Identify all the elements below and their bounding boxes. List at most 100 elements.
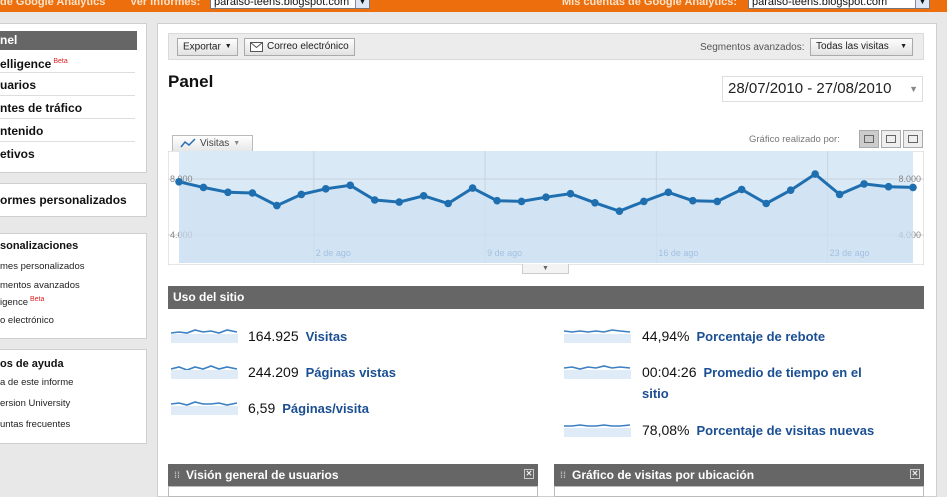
line-chart-icon — [180, 138, 196, 148]
data-point — [786, 186, 795, 194]
data-point — [395, 198, 403, 206]
help-heading: os de ayuda — [0, 358, 64, 370]
widget-title: Gráfico de visitas por ubicación — [572, 468, 755, 482]
drag-handle-icon[interactable]: ⁞⁞ — [560, 470, 566, 480]
help-panel — [0, 349, 147, 444]
close-icon[interactable]: ✕ — [910, 469, 920, 479]
stat-link[interactable]: sitio — [642, 386, 669, 401]
help-item-faq[interactable]: untas frecuentes — [0, 419, 71, 430]
beta-badge: Beta — [30, 296, 45, 303]
data-point — [444, 199, 452, 208]
chevron-down-icon: ▼ — [909, 84, 918, 94]
date-range-picker[interactable]: 28/07/2010 - 27/08/2010 ▼ — [722, 76, 923, 102]
close-icon[interactable]: ✕ — [524, 469, 534, 479]
stat-value: 164.925 — [248, 328, 299, 344]
calendar-week-icon — [886, 135, 896, 143]
nav-item-objetivos[interactable]: etivos — [0, 147, 35, 161]
sparkline — [564, 365, 631, 379]
sparkline — [564, 424, 631, 437]
nav-item-intelligence[interactable]: elligence Beta — [0, 51, 135, 73]
graph-by-label: Gráfico realizado por: — [749, 134, 840, 145]
graph-day-button[interactable] — [859, 130, 879, 148]
stat-value: 78,08% — [642, 422, 690, 438]
export-button[interactable]: Exportar ▼ — [177, 38, 238, 56]
stat-visits: 164.925 Visitas — [248, 328, 347, 344]
my-accounts-value: paraiso-teens.blogspot.com — [752, 0, 888, 8]
segments-label: Segmentos avanzados: — [700, 42, 805, 53]
data-point — [689, 196, 697, 205]
data-point — [664, 188, 673, 197]
personalizations-heading: sonalizaciones — [0, 240, 79, 252]
calendar-month-icon — [908, 135, 918, 143]
help-item-about-report[interactable]: a de este informe — [0, 377, 74, 388]
data-point — [493, 196, 501, 205]
data-point — [566, 189, 575, 198]
visits-line-chart: 8.0008.0004.0004.0002 de ago9 de ago16 d… — [168, 151, 924, 265]
segments-select[interactable]: Todas las visitas ▼ — [810, 38, 913, 56]
data-point — [297, 190, 306, 199]
chevron-down-icon: ▼ — [900, 43, 907, 50]
users-overview-body — [168, 486, 538, 497]
chevron-down-icon: ▼ — [355, 0, 369, 8]
stat-link[interactable]: Páginas vistas — [305, 365, 396, 380]
email-label: Correo electrónico — [267, 41, 349, 52]
personal-item-email[interactable]: o electrónico — [0, 315, 54, 326]
data-point — [322, 185, 330, 193]
envelope-icon — [250, 42, 263, 52]
personal-item-advanced-segments[interactable]: mentos avanzados — [0, 280, 80, 291]
data-point — [273, 201, 281, 210]
view-reports-label: Ver informes: — [130, 0, 201, 8]
data-point — [248, 189, 257, 197]
users-overview-header[interactable]: ⁞⁞ Visión general de usuarios ✕ — [168, 464, 538, 486]
data-point — [517, 197, 526, 206]
stat-new-visits: 78,08% Porcentaje de visitas nuevas — [642, 422, 874, 438]
email-button[interactable]: Correo electrónico — [244, 38, 355, 56]
data-point — [884, 182, 893, 191]
chevron-down-icon: ▼ — [233, 140, 241, 147]
data-point — [468, 184, 477, 192]
stat-link[interactable]: Promedio de tiempo en el — [703, 365, 862, 380]
my-accounts-select[interactable]: paraiso-teens.blogspot.com ▼ — [748, 0, 930, 9]
data-point — [591, 199, 599, 207]
calendar-day-icon — [864, 135, 874, 143]
sparkline — [564, 329, 631, 343]
nav-item-usuarios[interactable]: uarios — [0, 74, 135, 96]
nav-item-contenido[interactable]: ntenido — [0, 120, 135, 142]
nav-item-fuentes-trafico[interactable]: ntes de tráfico — [0, 97, 135, 119]
stat-bounce-rate: 44,94% Porcentaje de rebote — [642, 328, 825, 344]
help-item-university[interactable]: ersion University — [0, 398, 71, 409]
nav-item-custom-reports[interactable]: ormes personalizados — [0, 193, 127, 207]
nav-item-panel[interactable]: nel — [0, 31, 137, 50]
stat-value: 6,59 — [248, 400, 276, 416]
graph-week-button[interactable] — [881, 130, 901, 148]
graph-month-button[interactable] — [903, 130, 923, 148]
top-bar: de Google Analytics Ver informes: parais… — [0, 0, 947, 12]
view-reports-select[interactable]: paraiso-teens.blogspot.com ▼ — [210, 0, 370, 9]
data-point — [909, 183, 917, 192]
stat-avg-time-line2: sitio — [642, 386, 669, 401]
product-name: de Google Analytics — [0, 0, 106, 8]
metric-value: Visitas — [200, 138, 230, 150]
date-range-value: 28/07/2010 - 27/08/2010 — [728, 80, 892, 97]
data-point — [175, 178, 183, 186]
personal-item-intelligence[interactable]: igence Beta — [0, 296, 44, 308]
data-point — [762, 199, 770, 208]
widget-title: Visión general de usuarios — [186, 468, 339, 482]
stat-link[interactable]: Páginas/visita — [282, 401, 369, 416]
stat-link[interactable]: Porcentaje de visitas nuevas — [696, 423, 875, 438]
personal-item-custom-reports[interactable]: mes personalizados — [0, 261, 85, 272]
location-map-header[interactable]: ⁞⁞ Gráfico de visitas por ubicación ✕ — [554, 464, 924, 486]
stat-link[interactable]: Porcentaje de rebote — [696, 329, 826, 344]
stat-value: 00:04:26 — [642, 364, 697, 380]
sparkline — [171, 401, 238, 415]
chevron-down-icon: ▼ — [915, 0, 929, 8]
data-point — [737, 185, 746, 194]
chart-resize-handle[interactable]: ▼ — [522, 264, 569, 274]
stat-link[interactable]: Visitas — [305, 329, 348, 344]
nav-item-label: elligence — [0, 57, 52, 71]
data-point — [419, 192, 428, 200]
export-label: Exportar — [183, 41, 221, 53]
drag-handle-icon[interactable]: ⁞⁞ — [174, 470, 180, 480]
data-point — [860, 180, 868, 188]
metric-select[interactable]: Visitas ▼ — [172, 135, 253, 152]
